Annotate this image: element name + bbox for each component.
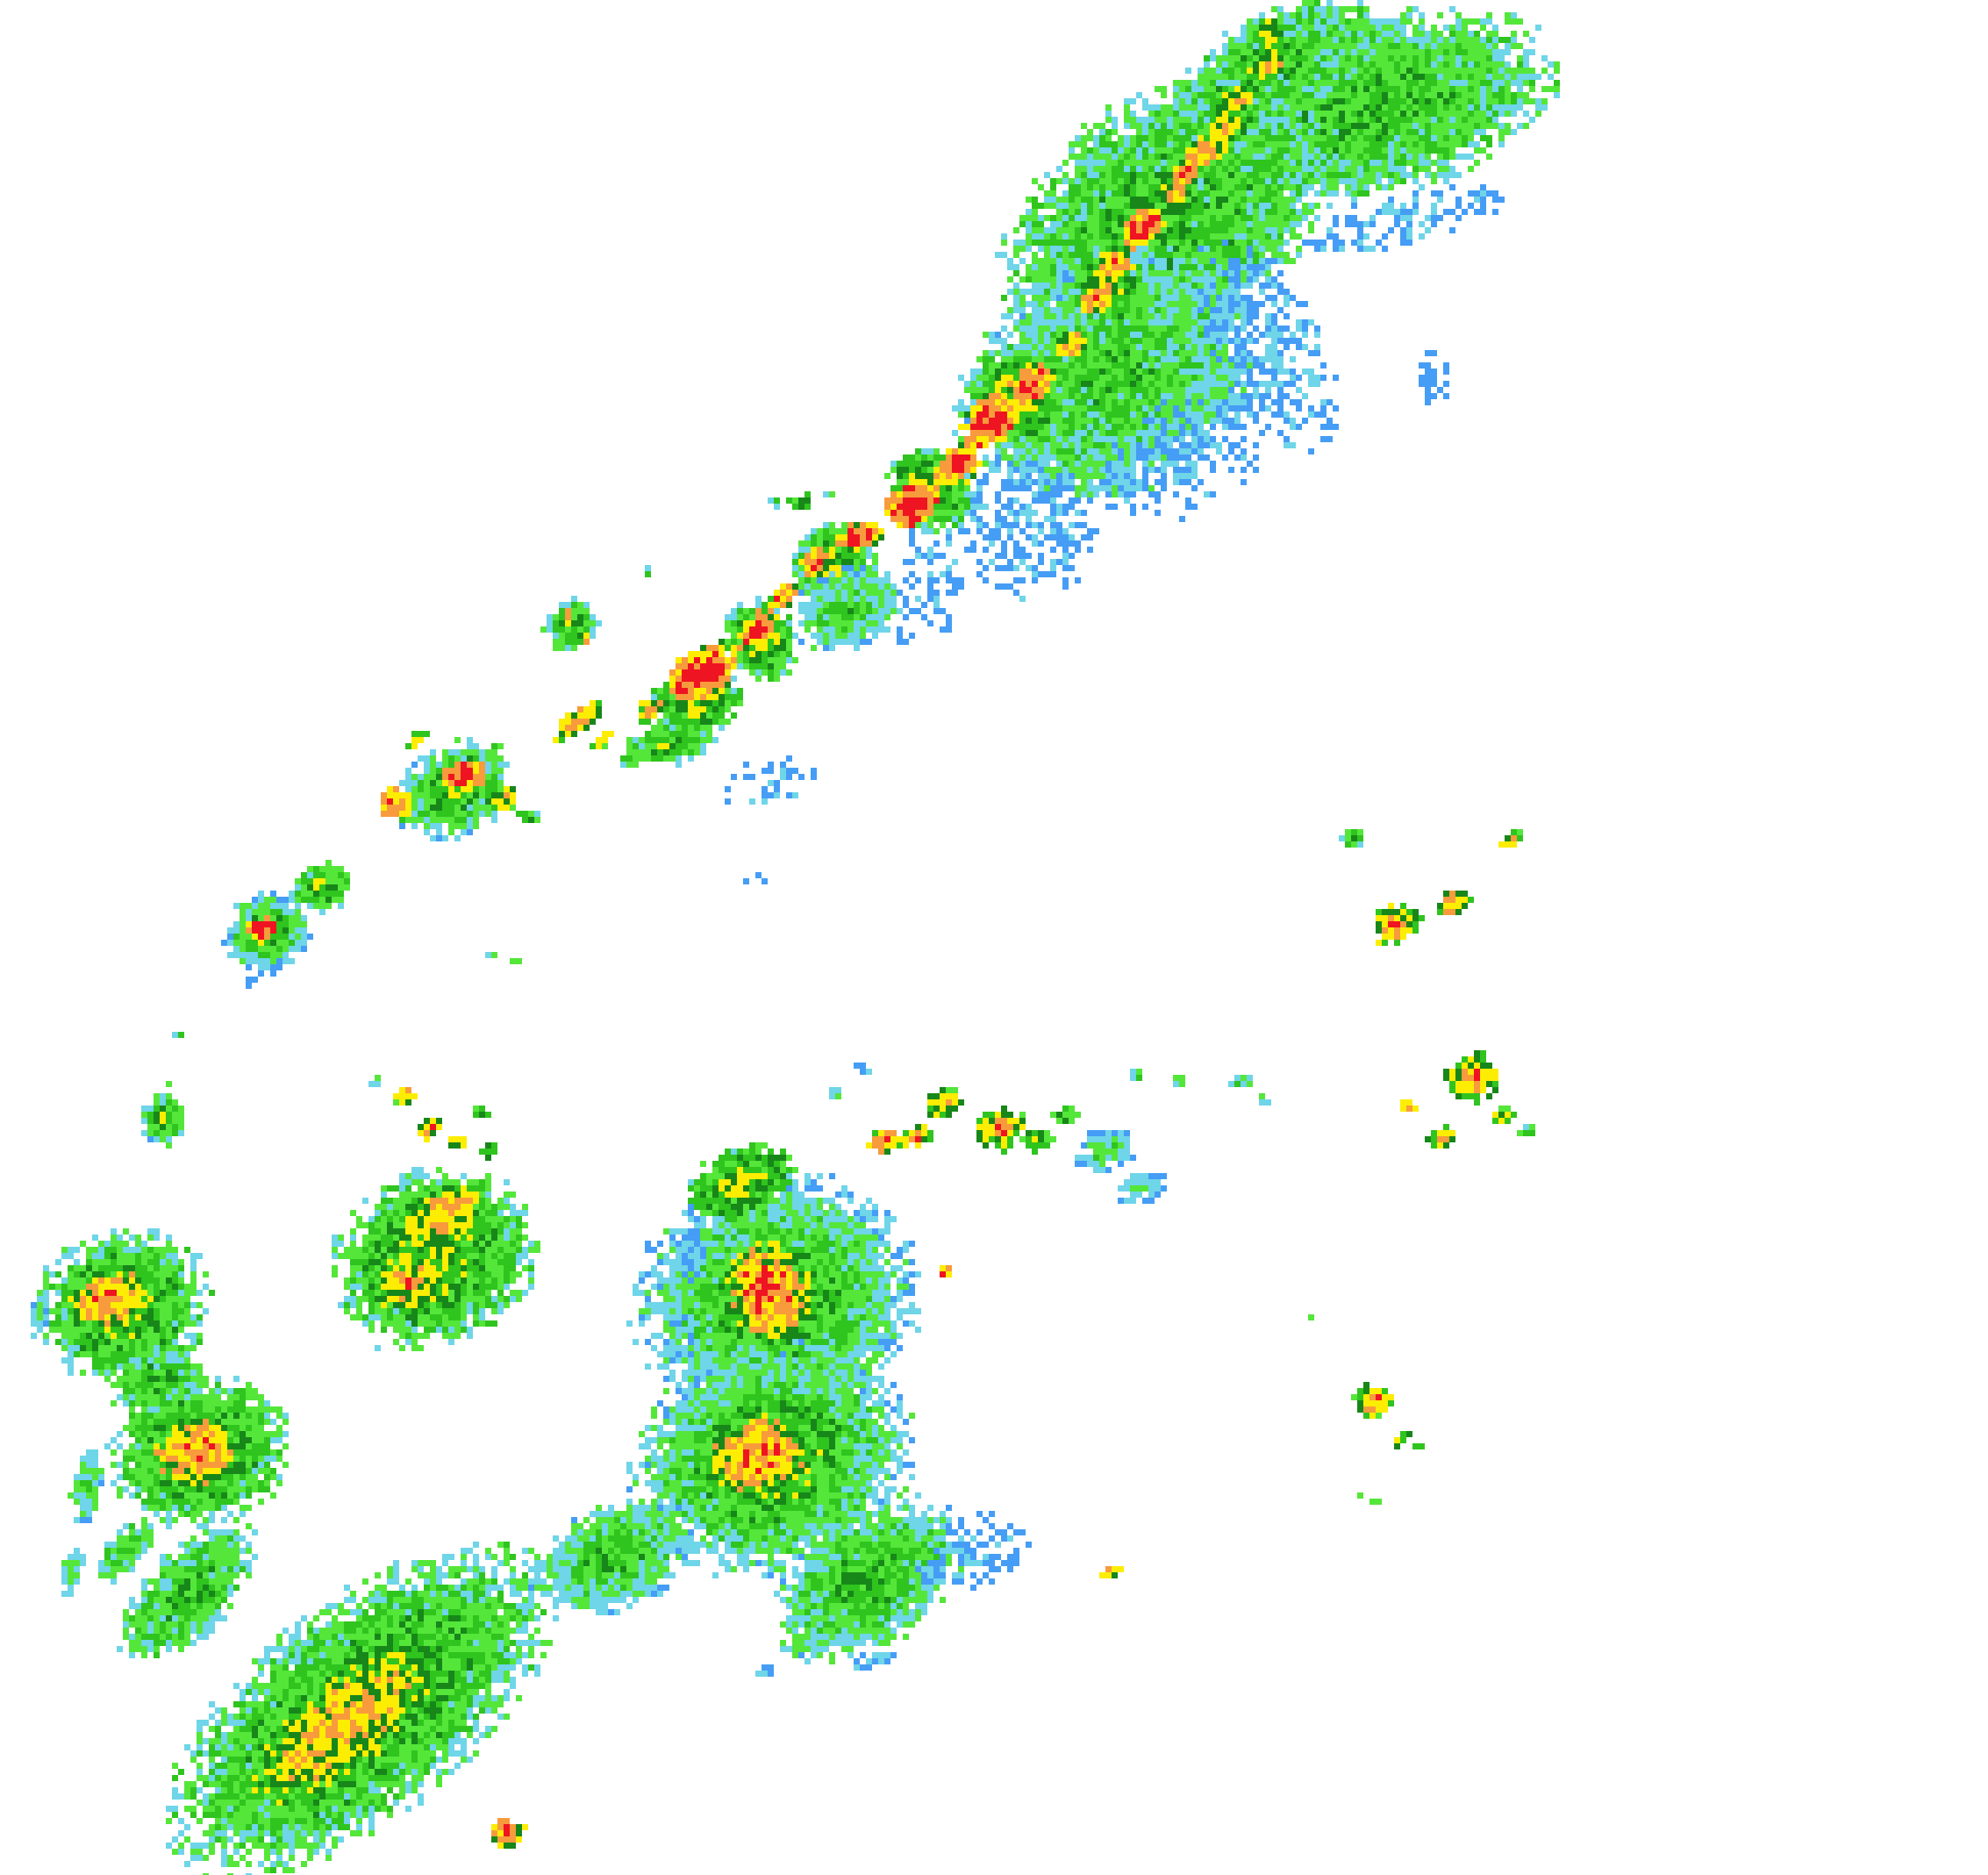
radar-display — [0, 0, 1988, 1875]
radar-reflectivity-canvas — [0, 0, 1988, 1875]
